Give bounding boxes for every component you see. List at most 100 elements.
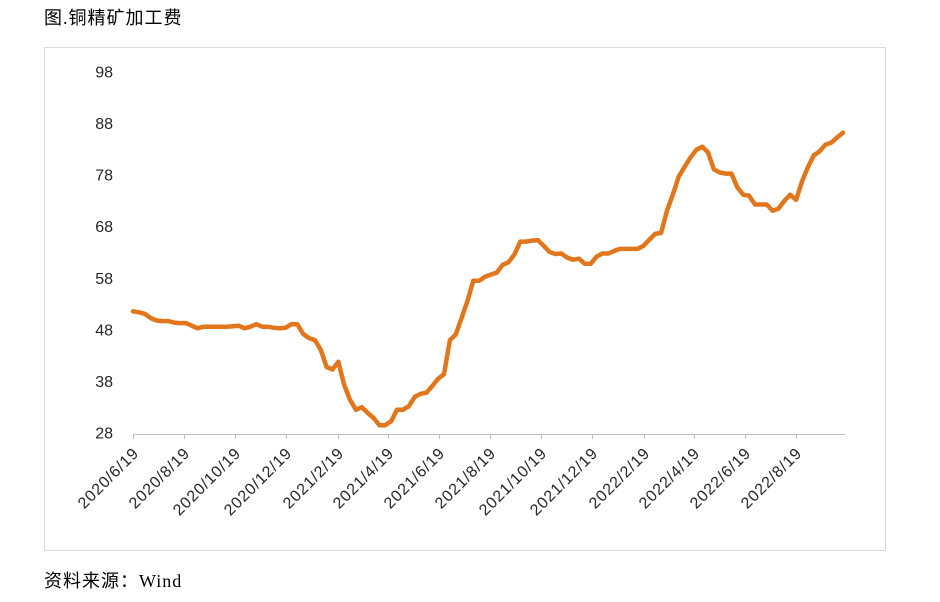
figure-title: 图.铜精矿加工费 xyxy=(44,8,183,28)
data-point xyxy=(577,256,581,261)
data-point xyxy=(359,405,364,410)
data-point xyxy=(295,322,300,327)
data-point xyxy=(418,391,423,396)
data-point xyxy=(430,384,435,388)
data-point xyxy=(219,324,223,329)
data-point xyxy=(799,179,804,184)
data-point xyxy=(488,272,493,277)
data-point xyxy=(354,407,358,412)
data-point xyxy=(811,153,816,158)
data-point xyxy=(841,130,845,135)
data-point xyxy=(770,208,775,213)
data-point xyxy=(823,142,828,147)
data-point xyxy=(336,359,341,364)
data-point xyxy=(318,347,323,352)
data-point xyxy=(266,324,270,329)
data-point xyxy=(371,416,376,420)
data-point xyxy=(301,332,306,336)
data-point xyxy=(424,390,429,395)
data-point xyxy=(136,310,141,315)
data-point xyxy=(213,324,218,329)
data-point xyxy=(260,324,265,329)
data-point xyxy=(670,192,675,197)
data-point xyxy=(623,246,628,251)
data-point xyxy=(747,193,752,198)
data-point xyxy=(242,326,247,331)
data-point xyxy=(324,365,329,369)
data-point xyxy=(711,167,716,172)
data-point xyxy=(189,323,194,328)
data-point xyxy=(172,320,177,325)
data-point xyxy=(524,239,529,244)
data-point xyxy=(741,192,746,197)
y-tick-label: 78 xyxy=(95,168,113,185)
y-axis-tick-labels: 28 38 48 58 68 78 88 98 xyxy=(95,65,113,443)
data-point xyxy=(406,404,411,409)
data-point xyxy=(829,140,834,145)
data-point xyxy=(471,278,476,283)
y-tick-label: 48 xyxy=(95,322,113,339)
y-tick-label: 88 xyxy=(95,116,113,133)
data-point xyxy=(553,252,558,256)
data-point xyxy=(283,325,288,330)
data-point xyxy=(248,324,253,329)
data-point xyxy=(805,165,810,170)
data-point xyxy=(483,274,488,279)
data-point xyxy=(377,423,382,428)
data-point xyxy=(142,311,147,316)
data-point xyxy=(571,257,576,262)
data-point xyxy=(477,278,482,283)
data-point xyxy=(635,246,640,251)
data-point xyxy=(506,260,511,265)
data-point xyxy=(530,238,534,243)
data-point xyxy=(494,270,499,275)
data-point xyxy=(330,367,335,372)
data-point xyxy=(788,192,793,197)
data-point xyxy=(166,319,171,324)
data-point xyxy=(535,238,540,243)
data-point xyxy=(647,237,652,242)
data-point xyxy=(412,394,417,399)
data-point xyxy=(183,321,188,326)
y-tick-label: 28 xyxy=(95,426,113,443)
data-point xyxy=(588,261,593,266)
data-point xyxy=(465,298,470,303)
data-point xyxy=(312,338,317,343)
data-point xyxy=(224,324,229,329)
data-point xyxy=(782,198,787,203)
series-group xyxy=(130,130,846,428)
data-point xyxy=(395,407,399,412)
y-tick-label: 38 xyxy=(95,374,113,391)
data-point xyxy=(776,206,781,211)
data-point xyxy=(271,325,276,330)
data-point xyxy=(694,147,699,152)
data-point xyxy=(612,248,617,253)
data-point xyxy=(653,231,658,236)
data-point xyxy=(723,171,728,176)
data-point xyxy=(254,322,259,327)
data-point xyxy=(606,251,611,256)
data-point xyxy=(160,319,165,324)
data-point xyxy=(307,336,311,341)
data-point xyxy=(688,155,693,160)
y-tick-label: 98 xyxy=(95,65,113,82)
data-point xyxy=(629,246,634,251)
data-point xyxy=(365,410,370,415)
data-point xyxy=(453,332,458,337)
data-point xyxy=(442,372,446,377)
data-point xyxy=(641,243,646,248)
data-point xyxy=(459,316,464,320)
data-point xyxy=(201,324,206,329)
data-point xyxy=(289,322,294,327)
data-point xyxy=(753,202,757,207)
series-line xyxy=(130,130,846,428)
data-point xyxy=(565,255,570,260)
data-point xyxy=(236,323,241,328)
data-point xyxy=(665,208,669,213)
data-point xyxy=(547,250,552,254)
data-point xyxy=(735,185,740,190)
y-tick-label: 58 xyxy=(95,271,113,288)
data-point xyxy=(400,407,405,412)
y-tick-label: 68 xyxy=(95,219,113,236)
